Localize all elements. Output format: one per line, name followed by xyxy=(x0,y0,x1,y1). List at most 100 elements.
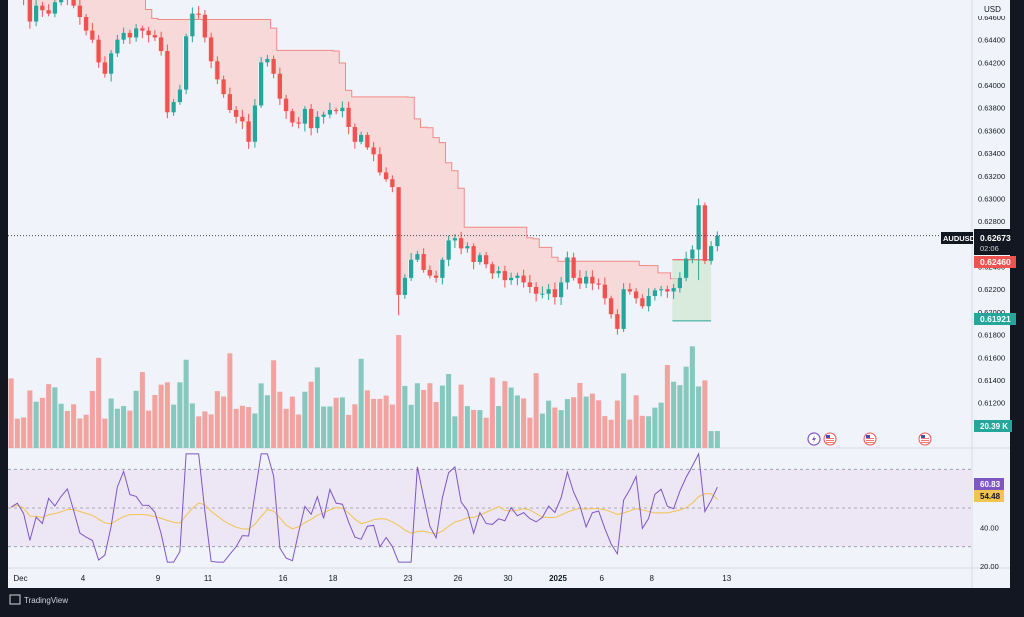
candle[interactable] xyxy=(534,282,539,302)
candle[interactable] xyxy=(309,104,314,136)
candle[interactable] xyxy=(440,257,445,285)
us-flag-icon[interactable] xyxy=(863,432,877,446)
candle[interactable] xyxy=(590,270,595,291)
candle[interactable] xyxy=(77,0,82,25)
candle[interactable] xyxy=(509,272,514,285)
candle[interactable] xyxy=(127,29,132,45)
candle[interactable] xyxy=(40,1,45,17)
lightning-icon[interactable] xyxy=(807,432,821,446)
us-flag-icon[interactable] xyxy=(918,432,932,446)
candle[interactable] xyxy=(146,27,151,43)
event-markers[interactable] xyxy=(807,432,932,446)
candle[interactable] xyxy=(584,270,589,289)
candle[interactable] xyxy=(277,67,282,106)
candle[interactable] xyxy=(190,7,195,43)
candle[interactable] xyxy=(684,251,689,282)
candle[interactable] xyxy=(65,0,69,6)
candle[interactable] xyxy=(90,22,95,44)
candle[interactable] xyxy=(184,33,189,95)
candle[interactable] xyxy=(671,284,676,299)
candle[interactable] xyxy=(252,98,257,148)
candle[interactable] xyxy=(640,294,645,309)
candle[interactable] xyxy=(521,269,526,288)
candle[interactable] xyxy=(452,233,457,248)
candle[interactable] xyxy=(221,75,226,98)
candle[interactable] xyxy=(621,283,626,333)
candle[interactable] xyxy=(415,250,420,263)
candle[interactable] xyxy=(665,285,670,298)
candle[interactable] xyxy=(315,111,320,134)
candle[interactable] xyxy=(471,243,476,270)
candle[interactable] xyxy=(177,84,182,105)
candle[interactable] xyxy=(490,261,495,280)
candle[interactable] xyxy=(709,241,714,265)
candle[interactable] xyxy=(109,50,114,82)
candle[interactable] xyxy=(515,272,520,286)
candle[interactable] xyxy=(240,109,245,130)
candle[interactable] xyxy=(396,187,401,316)
candle[interactable] xyxy=(496,266,501,278)
candle[interactable] xyxy=(334,107,339,115)
candle[interactable] xyxy=(290,108,295,127)
candle[interactable] xyxy=(390,175,395,193)
candle[interactable] xyxy=(159,31,164,56)
candle[interactable] xyxy=(96,35,101,68)
candle[interactable] xyxy=(696,198,701,281)
candle[interactable] xyxy=(259,56,264,108)
candle[interactable] xyxy=(165,44,170,119)
currency-label[interactable]: USD xyxy=(976,2,1006,16)
candle[interactable] xyxy=(102,56,107,78)
candle[interactable] xyxy=(22,0,26,6)
candle[interactable] xyxy=(115,34,120,57)
candle[interactable] xyxy=(446,235,451,267)
candle[interactable] xyxy=(71,0,76,9)
candle[interactable] xyxy=(609,295,614,319)
candle[interactable] xyxy=(477,252,482,265)
candle[interactable] xyxy=(59,0,64,6)
candles[interactable] xyxy=(9,0,720,335)
candle[interactable] xyxy=(215,56,220,85)
candle[interactable] xyxy=(615,309,620,335)
candle[interactable] xyxy=(340,101,345,118)
candle[interactable] xyxy=(284,94,289,119)
candle[interactable] xyxy=(552,282,557,305)
candle[interactable] xyxy=(571,252,576,281)
candle[interactable] xyxy=(202,9,207,43)
candle[interactable] xyxy=(234,106,239,124)
candle[interactable] xyxy=(377,147,382,176)
candle[interactable] xyxy=(121,27,126,44)
candle[interactable] xyxy=(359,131,364,145)
candle[interactable] xyxy=(577,270,582,289)
candle[interactable] xyxy=(265,54,270,67)
candle[interactable] xyxy=(421,248,426,273)
candle[interactable] xyxy=(27,0,32,29)
candle[interactable] xyxy=(84,14,89,36)
candle[interactable] xyxy=(271,55,276,79)
candle[interactable] xyxy=(565,251,570,290)
candle[interactable] xyxy=(327,102,332,119)
candle[interactable] xyxy=(484,251,489,269)
candle[interactable] xyxy=(602,277,607,305)
candle[interactable] xyxy=(540,286,545,299)
tradingview-branding[interactable]: TradingView xyxy=(9,594,68,605)
candle[interactable] xyxy=(409,252,414,281)
candle[interactable] xyxy=(365,132,370,150)
candle[interactable] xyxy=(46,4,51,17)
candle[interactable] xyxy=(465,242,470,253)
candle[interactable] xyxy=(427,265,432,279)
candle[interactable] xyxy=(52,0,57,18)
candle[interactable] xyxy=(227,87,232,114)
candle[interactable] xyxy=(371,142,376,162)
candle[interactable] xyxy=(627,283,632,295)
candle[interactable] xyxy=(527,275,532,294)
candle[interactable] xyxy=(559,277,564,306)
candle[interactable] xyxy=(652,287,657,301)
candle[interactable] xyxy=(321,111,326,124)
candle[interactable] xyxy=(152,30,157,42)
candle[interactable] xyxy=(384,167,389,182)
candle[interactable] xyxy=(196,5,201,19)
us-flag-icon[interactable] xyxy=(823,432,837,446)
candle[interactable] xyxy=(659,285,664,297)
candle[interactable] xyxy=(434,270,439,283)
